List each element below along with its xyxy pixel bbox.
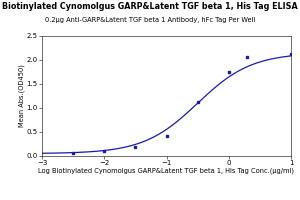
X-axis label: Log Biotinylated Cynomolgus GARP&Latent TGF beta 1, His Tag Conc.(μg/ml): Log Biotinylated Cynomolgus GARP&Latent … bbox=[38, 168, 295, 174]
Y-axis label: Mean Abs.(OD450): Mean Abs.(OD450) bbox=[19, 65, 25, 127]
Text: 0.2μg Anti-GARP&Latent TGF beta 1 Antibody, hFc Tag Per Well: 0.2μg Anti-GARP&Latent TGF beta 1 Antibo… bbox=[45, 17, 255, 23]
Text: Biotinylated Cynomolgus GARP&Latent TGF beta 1, His Tag ELISA: Biotinylated Cynomolgus GARP&Latent TGF … bbox=[2, 2, 298, 11]
